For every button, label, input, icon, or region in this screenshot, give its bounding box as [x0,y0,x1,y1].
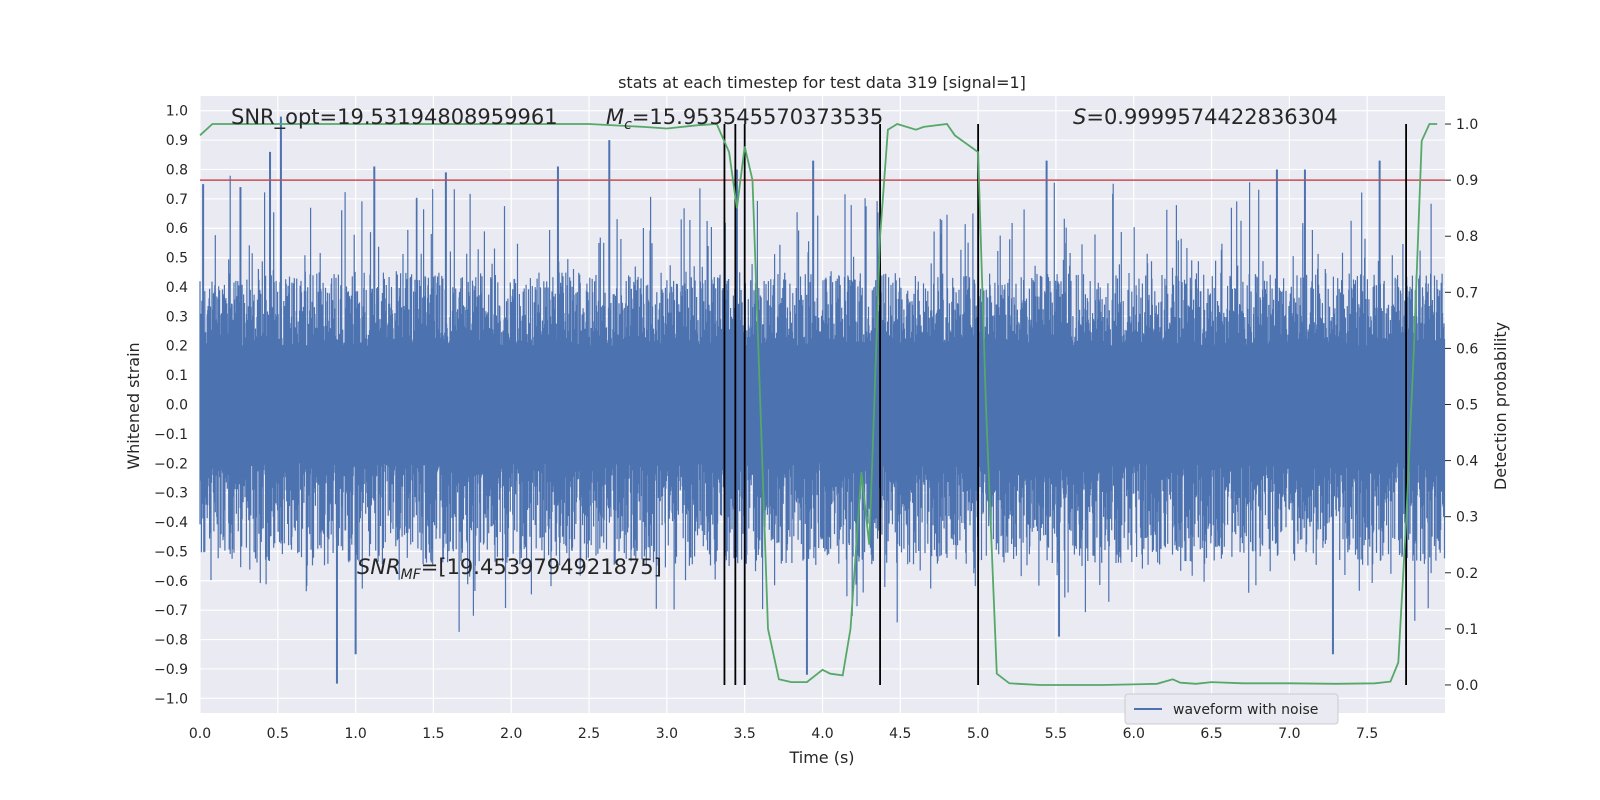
y-tick-label-left: 0.6 [166,221,188,237]
x-tick-label: 7.0 [1278,726,1300,742]
y-tick-label-left: 1.0 [166,104,188,120]
y-tick-label-left: −0.4 [154,515,188,531]
y-tick-label-right: 0.6 [1456,341,1478,357]
y-tick-label-right: 0.1 [1456,622,1478,638]
y-tick-label-right: 1.0 [1456,117,1478,133]
y-tick-label-right: 0.3 [1456,510,1478,526]
y-tick-label-right: 0.9 [1456,173,1478,189]
x-tick-label: 3.0 [656,726,678,742]
y-tick-label-right: 0.5 [1456,398,1478,414]
y-tick-label-left: 0.3 [166,309,188,325]
annotation-snr-mf-symbol: SNR [357,555,401,579]
y-tick-label-right: 0.4 [1456,454,1478,470]
y-tick-label-right: 0.2 [1456,566,1478,582]
waveform-with-noise-series [199,116,1446,684]
detection-probability-series [199,123,1438,686]
annotation-mc-subscript: c [624,117,632,133]
legend-box [1124,693,1339,725]
x-tick-label: 1.0 [344,726,366,742]
chart-title: stats at each timestep for test data 319… [618,73,1026,92]
waveform-with-noise-line [199,175,1446,632]
y-tick-label-left: 0.0 [166,398,188,414]
y-tick-label-left: −0.9 [154,662,188,678]
y-tick-label-left: −0.2 [154,456,188,472]
detection-probability-line [199,123,1438,686]
x-tick-label: 2.0 [500,726,522,742]
y-tick-label-left: 0.5 [166,251,188,267]
x-tick-labels: 0.0 0.5 1.0 1.5 2.0 2.5 3.0 3.5 4.0 4.5 5.0 5.5 6.0 6… [189,726,1378,742]
y-tick-label-left: 0.1 [166,368,188,384]
annotation-s: S=0.9999574422836304 [1073,105,1338,129]
annotation-snr-opt: SNR_opt=19.53194808959961 [231,105,558,130]
y-tick-label-left: 0.7 [166,192,188,208]
annotation-s-value: =0.9999574422836304 [1086,105,1337,129]
annotation-snr-mf: SNRMF=[19.4539794921875] [357,555,662,583]
y-axis-label-left: Whitened strain [124,342,143,469]
x-axis-label: Time (s) [788,748,854,767]
event-lines [723,124,1407,685]
y-tick-labels-right: 1.0 0.9 0.8 0.7 0.6 0.5 0.4 0.3 0.2 0.1 0.0 [1445,117,1478,694]
y-tick-labels-left: 1.0 0.9 0.8 0.7 0.6 0.5 0.4 0.3 0.2 0.1 0.0 −0.1 −0.… [154,104,188,708]
y-tick-label-left: −0.7 [154,603,188,619]
y-tick-label-left: 0.2 [166,339,188,355]
y-tick-label-left: −0.5 [154,544,188,560]
annotation-mc-symbol: M [606,105,624,129]
y-tick-label-left: −0.8 [154,633,188,649]
y-tick-label-right: 0.8 [1456,229,1478,245]
y-tick-label-left: −0.3 [154,486,188,502]
annotation-snr-mf-value: =[19.4539794921875] [421,555,662,579]
x-tick-label: 4.5 [889,726,911,742]
y-tick-label-left: −1.0 [154,691,188,707]
y-tick-label-left: −0.1 [154,427,188,443]
x-tick-label: 5.0 [967,726,989,742]
y-axis-label-right: Detection probability [1491,322,1510,490]
y-tick-label-left: 0.4 [166,280,188,296]
legend: waveform with noise [1124,693,1339,725]
x-tick-label: 7.5 [1356,726,1378,742]
x-tick-label: 6.5 [1200,726,1222,742]
y-tick-label-left: −0.6 [154,574,188,590]
annotation-mc-value: =15.953545570373535 [632,105,883,129]
annotation-s-symbol: S [1073,105,1086,129]
y-tick-label-right: 0.7 [1456,285,1478,301]
x-tick-label: 2.5 [578,726,600,742]
annotation-snr-mf-subscript: MF [401,567,422,583]
x-tick-label: 5.5 [1045,726,1067,742]
y-tick-label-left: 0.9 [166,133,188,149]
x-tick-label: 0.5 [267,726,289,742]
y-tick-label-right: 0.0 [1456,678,1478,694]
x-tick-label: 0.0 [189,726,211,742]
x-tick-label: 3.5 [734,726,756,742]
annotation-mc: Mc=15.953545570373535 [606,105,883,133]
x-tick-label: 1.5 [422,726,444,742]
x-tick-label: 6.0 [1123,726,1145,742]
x-tick-label: 4.0 [811,726,833,742]
legend-label: waveform with noise [1173,702,1318,718]
y-tick-label-left: 0.8 [166,162,188,178]
